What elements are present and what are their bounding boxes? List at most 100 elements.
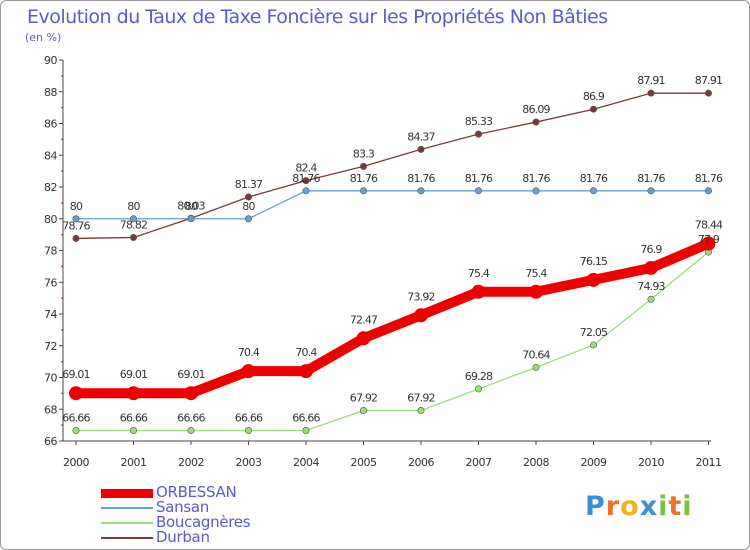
data-point-orbessan bbox=[241, 364, 256, 379]
series-line-sansan bbox=[75, 190, 710, 220]
legend-swatch bbox=[101, 537, 153, 539]
data-point-boucagneres bbox=[647, 295, 655, 303]
x-tick-label: 2005 bbox=[351, 456, 377, 469]
data-label-orbessan: 70.4 bbox=[238, 346, 260, 359]
data-label-boucagneres: 74.93 bbox=[637, 280, 665, 293]
data-label-durban: 83.3 bbox=[353, 147, 375, 160]
data-label-durban: 82.4 bbox=[295, 162, 317, 175]
data-point-orbessan bbox=[586, 272, 601, 287]
data-label-boucagneres: 69.28 bbox=[465, 370, 493, 383]
data-point-orbessan bbox=[184, 386, 198, 401]
x-tick-label: 2006 bbox=[408, 456, 434, 469]
data-label-boucagneres: 67.92 bbox=[350, 392, 378, 405]
y-tick-label: 80 bbox=[44, 213, 57, 226]
data-point-durban bbox=[589, 105, 597, 113]
data-point-boucagneres bbox=[589, 341, 597, 349]
data-label-sansan: 81.76 bbox=[695, 172, 723, 185]
legend-label: ORBESSAN bbox=[156, 483, 237, 501]
logo-letter: r bbox=[605, 491, 621, 522]
data-point-orbessan bbox=[471, 284, 486, 299]
data-point-orbessan bbox=[529, 284, 543, 299]
legend-swatch bbox=[101, 522, 153, 524]
y-tick-label: 86 bbox=[44, 118, 57, 131]
y-tick-label: 90 bbox=[44, 54, 57, 67]
data-point-durban bbox=[704, 89, 712, 97]
x-tick-label: 2011 bbox=[696, 456, 722, 469]
data-label-boucagneres: 72.05 bbox=[580, 326, 608, 339]
data-label-durban: 85.33 bbox=[465, 115, 493, 128]
data-point-sansan bbox=[704, 187, 712, 195]
y-tick-label: 78 bbox=[44, 245, 57, 258]
data-point-sansan bbox=[359, 187, 367, 195]
data-label-sansan: 81.76 bbox=[350, 172, 378, 185]
legend-label: Durban bbox=[156, 528, 210, 546]
data-label-orbessan: 75.4 bbox=[525, 267, 547, 280]
y-minor-tick bbox=[61, 328, 63, 331]
logo-letter: x bbox=[639, 491, 659, 522]
x-tick-label: 2008 bbox=[523, 456, 549, 469]
y-tick-label: 82 bbox=[44, 181, 57, 194]
data-label-sansan: 81.76 bbox=[522, 172, 550, 185]
data-point-boucagneres bbox=[474, 385, 482, 393]
data-label-sansan: 81.76 bbox=[407, 172, 435, 185]
data-label-orbessan: 75.4 bbox=[468, 267, 490, 280]
y-tick-label: 66 bbox=[44, 435, 57, 448]
logo-letter: t bbox=[668, 491, 683, 522]
data-label-orbessan: 69.01 bbox=[62, 368, 90, 381]
logo-letter: i bbox=[658, 491, 669, 522]
data-point-sansan bbox=[187, 215, 195, 223]
x-tick-label: 2000 bbox=[63, 456, 89, 469]
data-label-boucagneres: 77.9 bbox=[698, 233, 720, 246]
data-point-durban bbox=[245, 193, 253, 201]
logo-letter: i bbox=[682, 491, 693, 522]
data-label-orbessan: 69.01 bbox=[120, 368, 148, 381]
data-point-durban bbox=[359, 162, 367, 170]
legend-label: Boucagnères bbox=[156, 513, 251, 531]
x-tick-label: 2009 bbox=[581, 456, 607, 469]
data-point-durban bbox=[72, 234, 80, 242]
y-tick-label: 84 bbox=[44, 149, 57, 162]
x-tick-label: 2003 bbox=[236, 456, 262, 469]
data-point-boucagneres bbox=[130, 427, 138, 435]
data-label-durban: 84.37 bbox=[407, 130, 435, 143]
data-label-durban: 80.03 bbox=[177, 199, 205, 212]
data-label-orbessan: 70.4 bbox=[295, 346, 317, 359]
data-point-sansan bbox=[130, 215, 138, 223]
proxiti-logo: Proxiti bbox=[585, 491, 693, 522]
data-point-orbessan bbox=[356, 331, 371, 346]
data-point-durban bbox=[302, 177, 310, 185]
data-point-boucagneres bbox=[302, 427, 310, 435]
data-point-orbessan bbox=[414, 308, 428, 323]
data-label-durban: 81.37 bbox=[235, 178, 263, 191]
y-minor-tick bbox=[61, 170, 63, 173]
data-label-durban: 86.9 bbox=[583, 90, 605, 103]
y-minor-tick bbox=[61, 360, 63, 363]
data-label-sansan: 80 bbox=[127, 200, 140, 213]
data-label-sansan: 81.76 bbox=[580, 172, 608, 185]
data-point-durban bbox=[130, 233, 138, 241]
y-tick-label: 74 bbox=[44, 308, 57, 321]
y-minor-tick bbox=[61, 424, 63, 427]
data-label-durban: 87.91 bbox=[695, 74, 723, 87]
data-point-sansan bbox=[245, 215, 253, 223]
data-label-sansan: 81.76 bbox=[637, 172, 665, 185]
data-point-boucagneres bbox=[532, 363, 540, 371]
data-point-durban bbox=[647, 89, 655, 97]
data-point-orbessan bbox=[701, 236, 716, 251]
y-minor-tick bbox=[61, 265, 63, 268]
y-minor-tick bbox=[61, 74, 63, 77]
data-label-orbessan: 73.92 bbox=[407, 290, 435, 303]
y-tick-label: 76 bbox=[44, 276, 57, 289]
data-label-boucagneres: 67.92 bbox=[407, 392, 435, 405]
data-point-orbessan bbox=[644, 260, 658, 275]
data-label-sansan: 80 bbox=[185, 200, 198, 213]
data-label-orbessan: 76.9 bbox=[640, 243, 662, 256]
logo-letter: o bbox=[620, 491, 640, 522]
data-point-boucagneres bbox=[72, 427, 80, 435]
data-label-durban: 86.09 bbox=[522, 103, 550, 116]
data-point-durban bbox=[532, 118, 540, 126]
data-point-sansan bbox=[532, 187, 540, 195]
y-tick-label: 70 bbox=[44, 372, 57, 385]
data-label-sansan: 81.76 bbox=[465, 172, 493, 185]
